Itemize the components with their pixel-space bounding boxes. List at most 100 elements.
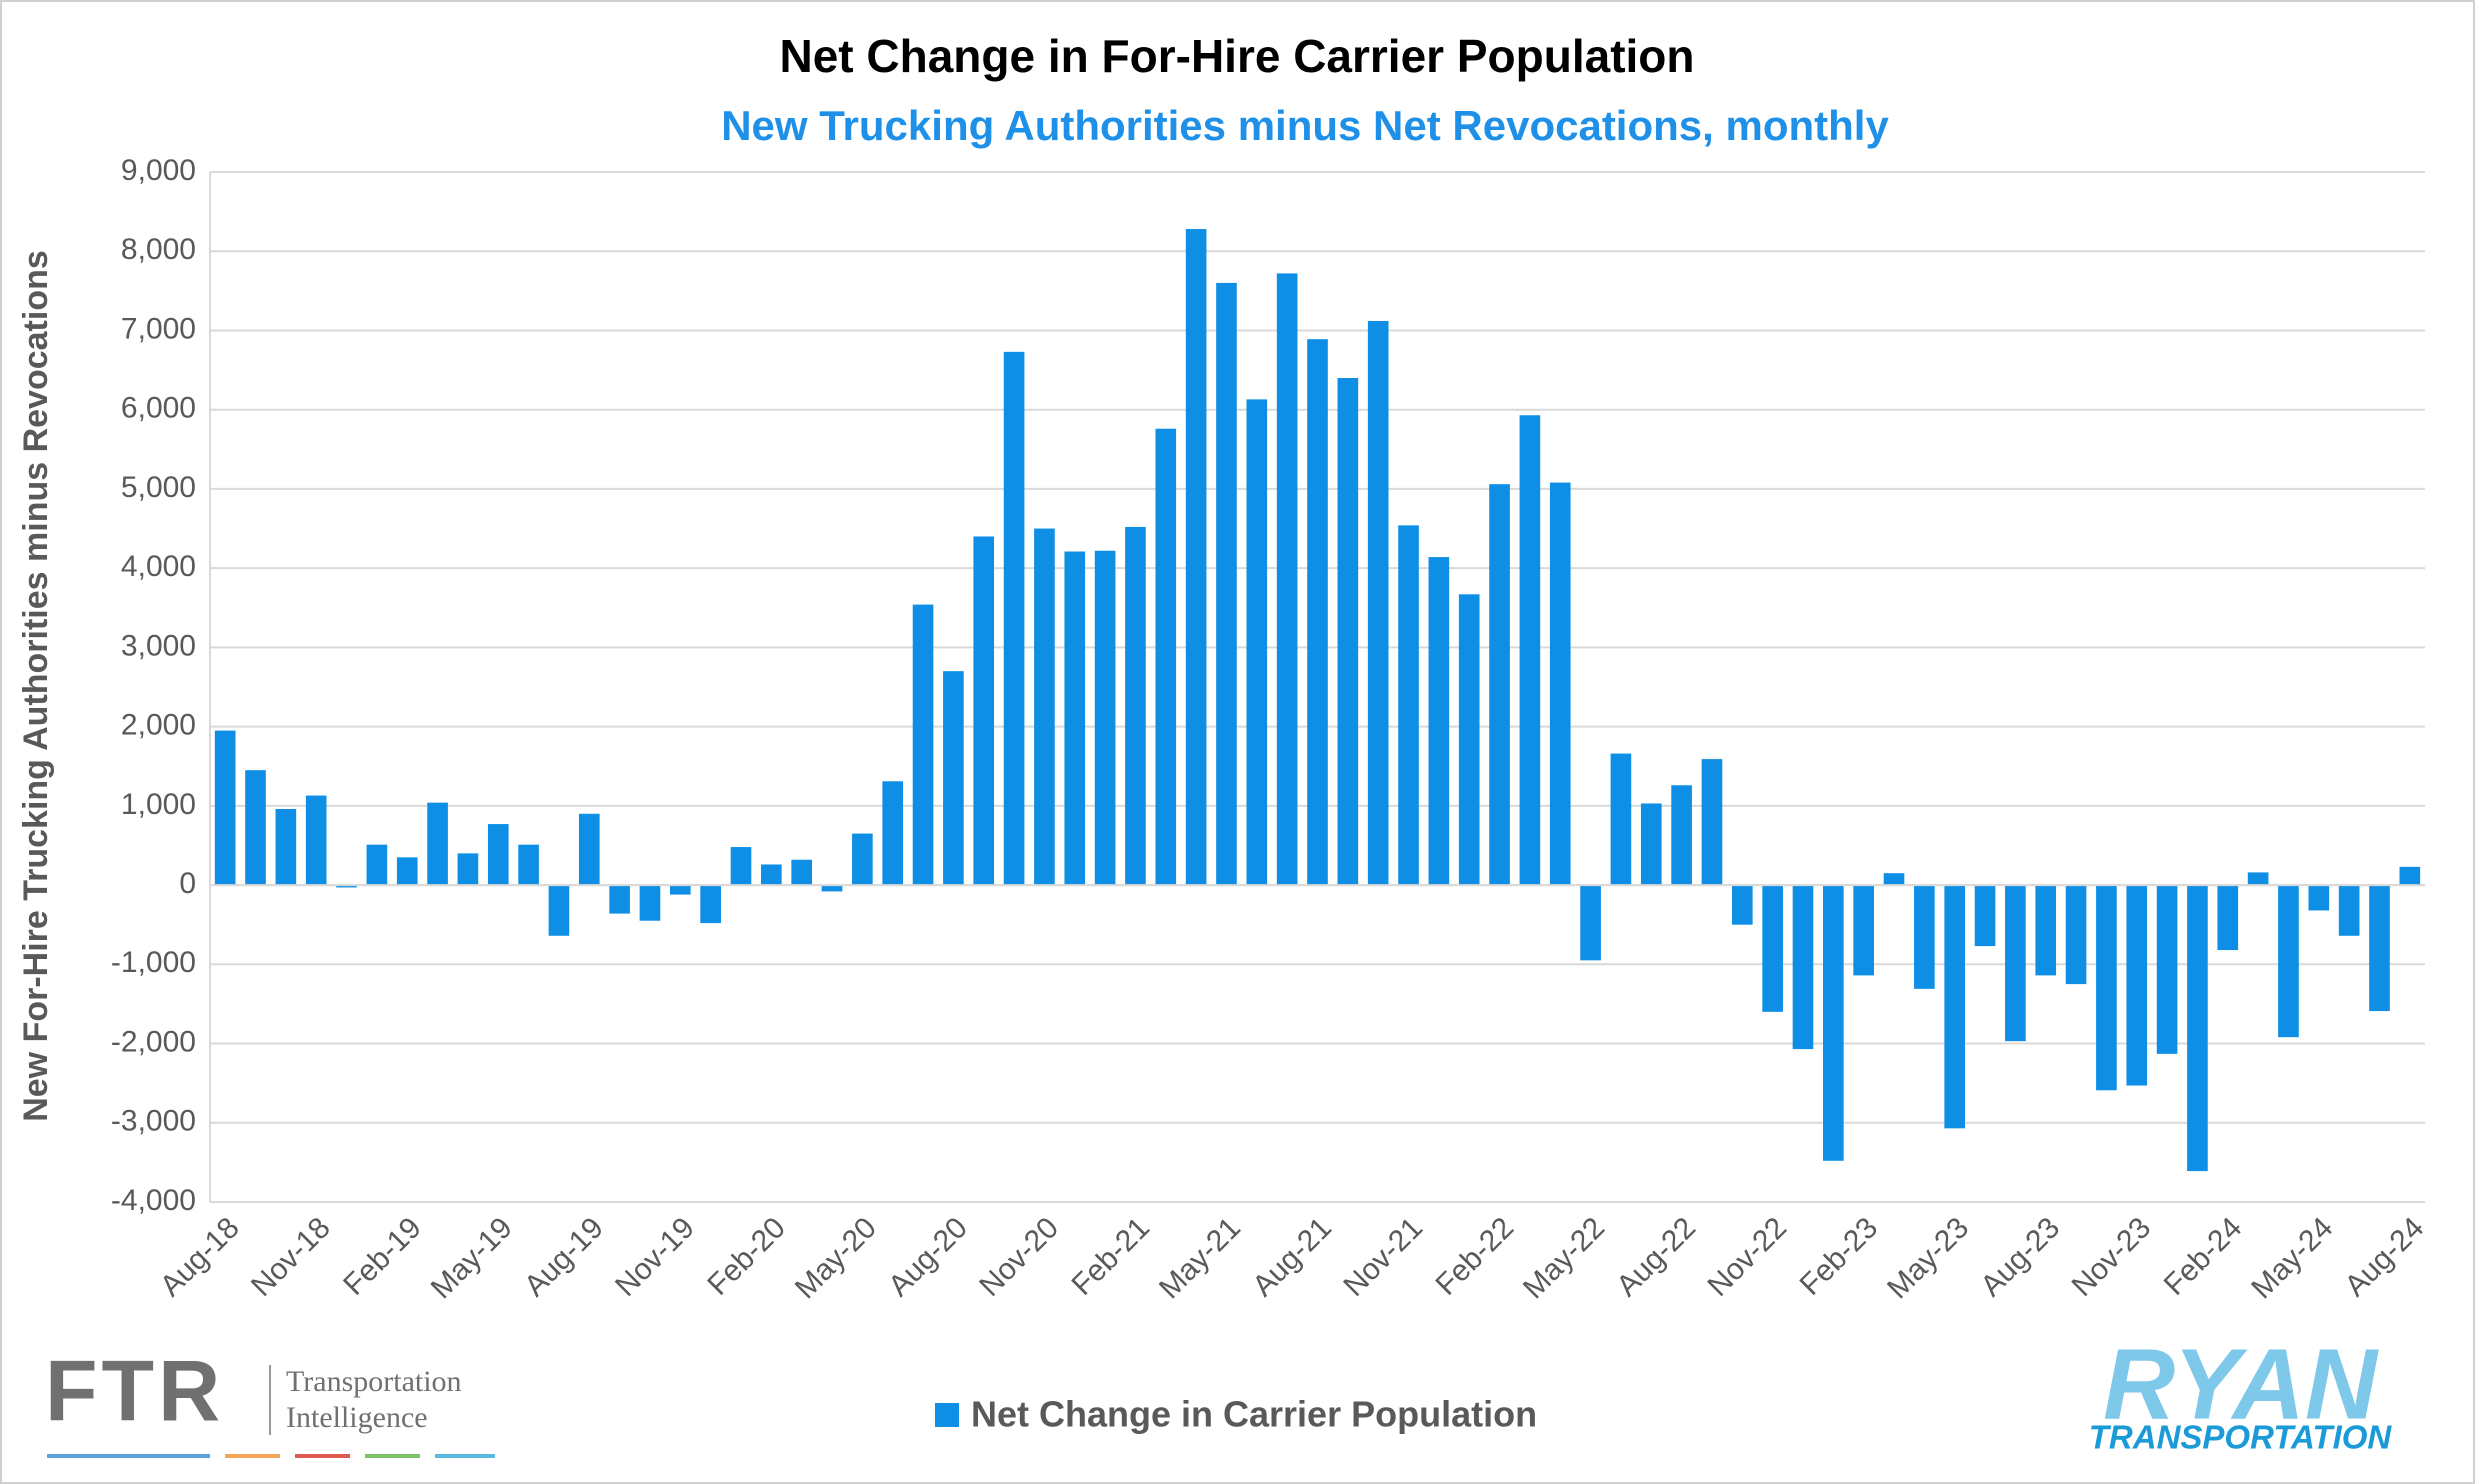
bar: [943, 671, 964, 886]
bar: [1003, 351, 1025, 886]
bar: [2005, 885, 2026, 1042]
bar: [669, 885, 691, 895]
bar: [2308, 885, 2330, 911]
bar: [487, 824, 509, 886]
bar: [1458, 594, 1480, 886]
bar: [548, 885, 570, 936]
bar: [578, 813, 600, 886]
ryan-logo: RYAN TRANSPORTATION: [2089, 1328, 2393, 1455]
bar: [912, 604, 934, 886]
ftr-logo-text: FTR: [45, 1344, 224, 1440]
bar: [1216, 282, 1237, 886]
bar: [245, 770, 266, 886]
bar: [2126, 885, 2148, 1086]
bar: [1398, 525, 1419, 886]
bar: [1580, 885, 1601, 961]
bar: [973, 536, 995, 886]
bar: [852, 833, 873, 886]
y-tick-label: 3,000: [121, 629, 196, 662]
bar: [2217, 885, 2239, 951]
bar: [1792, 885, 1814, 1050]
y-tick-label: 4,000: [121, 550, 196, 583]
bar: [882, 781, 904, 886]
bar: [700, 885, 721, 924]
bar: [1671, 785, 1692, 886]
bar: [275, 809, 297, 886]
bar: [1944, 885, 1966, 1129]
bar: [1367, 320, 1389, 886]
bar: [214, 730, 236, 886]
bar: [821, 885, 843, 892]
bar: [518, 844, 539, 886]
bar: [1125, 526, 1146, 886]
bar: [609, 885, 630, 914]
bar: [427, 802, 448, 886]
y-tick-label: -1,000: [111, 946, 196, 979]
y-tick-label: 0: [179, 867, 196, 900]
bar: [1489, 484, 1510, 886]
bar: [1185, 229, 1207, 886]
bar: [1762, 885, 1783, 1012]
bar: [1549, 482, 1571, 886]
bar: [2369, 885, 2390, 1012]
bar: [1276, 273, 1298, 886]
bar: [1914, 885, 1935, 989]
y-axis-title: New For-Hire Trucking Authorities minus …: [17, 250, 55, 1122]
y-tick-label: 1,000: [121, 788, 196, 821]
bar: [2338, 885, 2360, 936]
bar: [305, 795, 327, 886]
bar: [639, 885, 661, 921]
bar: [1094, 550, 1116, 886]
y-tick-label: -4,000: [111, 1184, 196, 1217]
bar: [1337, 378, 1359, 886]
bar: [366, 844, 388, 886]
bar: [1823, 885, 1844, 1161]
bar: [1853, 885, 1874, 976]
bar: [1610, 753, 1632, 886]
bar: [761, 864, 782, 886]
y-tick-label: -2,000: [111, 1025, 196, 1058]
bar: [1883, 873, 1905, 886]
ryan-logo-sub: TRANSPORTATION: [2089, 1419, 2393, 1456]
y-tick-label: -3,000: [111, 1105, 196, 1138]
bar: [396, 857, 418, 886]
bar: [1246, 399, 1268, 886]
y-tick-label: 9,000: [121, 154, 196, 187]
bar: [1428, 557, 1450, 886]
bar: [2096, 885, 2117, 1091]
bar: [1155, 428, 1177, 886]
bar: [1701, 759, 1723, 886]
bar: [1731, 885, 1753, 925]
bar: [1307, 339, 1328, 886]
y-tick-label: 8,000: [121, 233, 196, 266]
legend-label: Net Change in Carrier Population: [971, 1394, 1537, 1435]
bar: [336, 885, 357, 888]
chart-title: Net Change in For-Hire Carrier Populatio…: [780, 30, 1695, 82]
ftr-tagline: Intelligence: [286, 1401, 428, 1434]
bar: [1519, 415, 1541, 886]
bar: [2065, 885, 2087, 985]
bar: [2278, 885, 2299, 1038]
legend-swatch: [935, 1403, 959, 1427]
y-tick-label: 2,000: [121, 709, 196, 742]
bar: [1974, 885, 1996, 947]
ftr-logo: FTR Transportation Intelligence: [45, 1344, 495, 1458]
chart-subtitle: New Trucking Authorities minus Net Revoc…: [721, 102, 1889, 149]
bar: [2187, 885, 2208, 1172]
ftr-tagline: Transportation: [286, 1365, 462, 1398]
bar: [730, 847, 752, 886]
bar: [1064, 551, 1086, 886]
y-tick-label: 5,000: [121, 471, 196, 504]
y-tick-label: 7,000: [121, 312, 196, 345]
bar: [2399, 866, 2421, 886]
bar: [791, 859, 812, 886]
bar: [2035, 885, 2057, 976]
bar: [1034, 528, 1055, 886]
bar: [2247, 872, 2269, 886]
bar: [2156, 885, 2178, 1054]
y-tick-label: 6,000: [121, 392, 196, 425]
bar: [457, 853, 479, 886]
